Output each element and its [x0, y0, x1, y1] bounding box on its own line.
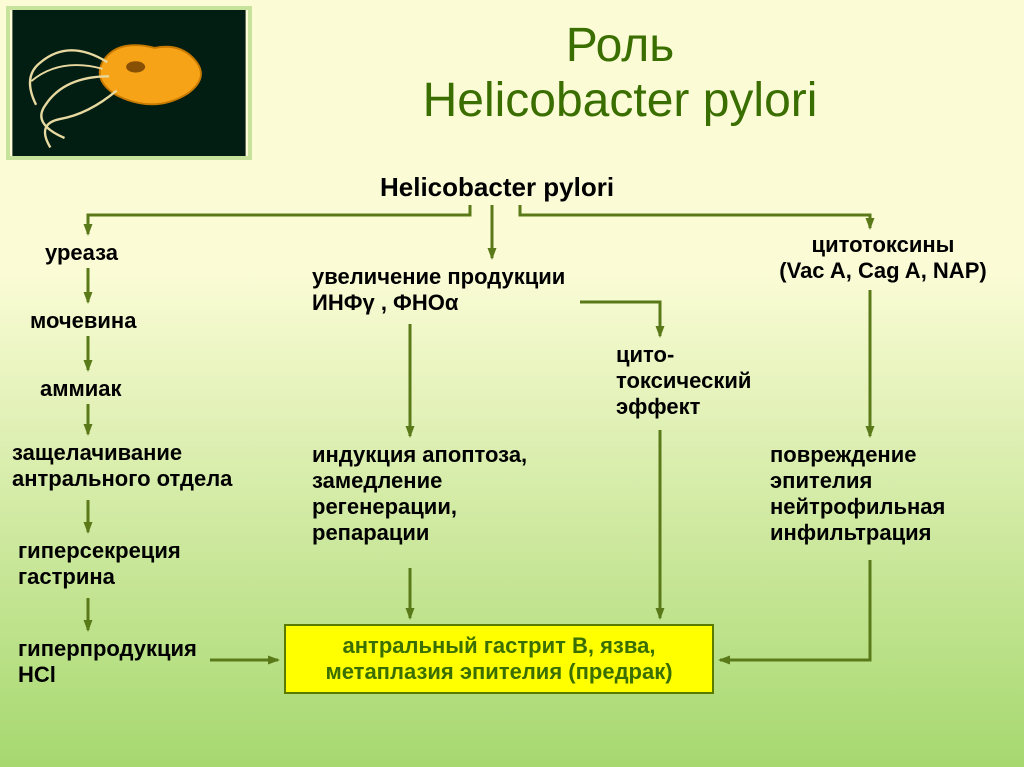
root-node: Helicobacter pylori — [380, 172, 614, 203]
slide-title: Роль Нelicobacter pylori — [300, 18, 940, 128]
outcome-box: антральный гастрит В, язва, метаплазия э… — [284, 624, 714, 694]
node-hcl: гиперпродукция HCl — [18, 636, 197, 688]
node-cytotox: цитотоксины (Vac A, Cag A, NAP) — [758, 232, 1008, 284]
node-epithelium: повреждение эпителия нейтрофильная инфил… — [770, 442, 945, 546]
node-apoptosis: индукция апоптоза, замедление регенераци… — [312, 442, 527, 546]
node-alkalize: защелачивание антрального отдела — [12, 440, 232, 492]
node-ammonia: аммиак — [40, 376, 122, 402]
node-urease: уреаза — [45, 240, 118, 266]
bacterium-svg — [10, 10, 248, 156]
node-gastrin: гиперсекреция гастрина — [18, 538, 181, 590]
outcome-label: антральный гастрит В, язва, метаплазия э… — [325, 633, 672, 685]
node-urea: мочевина — [30, 308, 136, 334]
node-ifn: увеличение продукции ИНФγ , ФНОα — [312, 264, 565, 316]
hero-bacterium-image — [6, 6, 252, 160]
node-cytoeff: цито- токсический эффект — [616, 342, 751, 420]
bacterium-spot — [126, 61, 145, 72]
